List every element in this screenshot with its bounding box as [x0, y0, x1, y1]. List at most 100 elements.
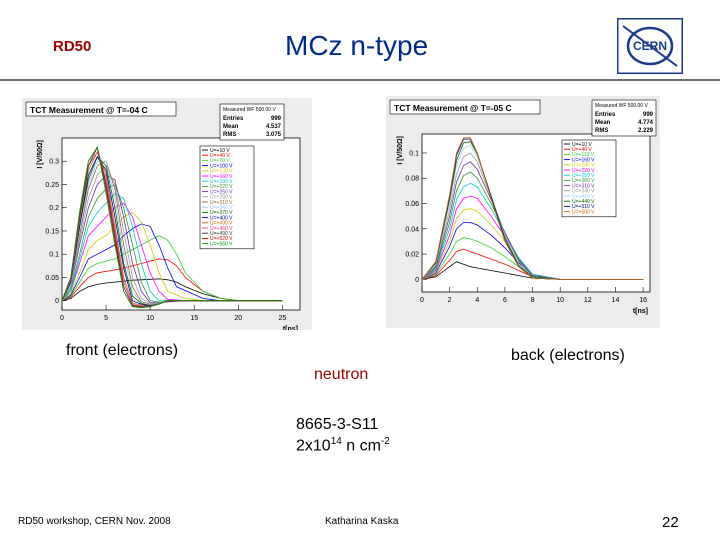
stats-label: Mean [595, 120, 611, 126]
y-tick-label: 0.25 [45, 182, 59, 189]
chart-title: TCT Measurement @ T=-04 C [30, 105, 148, 115]
legend-entry: U=+40 V [572, 147, 592, 153]
x-axis-label: t[ns] [283, 326, 298, 330]
chart-front-svg: TCT Measurement @ T=-04 C 0 5 10 15 20 25 0 0.05… [22, 98, 312, 333]
chart-back: TCT Measurement @ T=-05 C 0 2 4 6 8 10 12 14 16 0 0… [386, 96, 660, 328]
caption-back: back (electrons) [511, 347, 625, 364]
legend-entry: U=+550 V [210, 241, 233, 247]
legend-entry: U=+10 V [572, 142, 592, 148]
legend-entry: U=+220 V [210, 184, 233, 190]
legend-entry: U=+10 V [210, 148, 230, 154]
x-tick-label: 5 [104, 315, 108, 322]
stats-value: 4.537 [266, 124, 282, 130]
stats-box [591, 99, 657, 137]
footer-event: RD50 workshop, CERN Nov. 2008 [18, 516, 171, 527]
chart-title-box [25, 101, 177, 117]
stats-label: RMS [595, 128, 608, 134]
legend-entry: U=+410 V [572, 194, 595, 200]
legend-entry: U=+340 V [572, 189, 595, 195]
legend-entry: U=+310 V [572, 183, 595, 189]
y-axis-label: I [V/50Ω] [397, 136, 404, 165]
legend-entry: U=+520 V [210, 236, 233, 242]
sample-id: 8665-3-S11 [296, 416, 379, 433]
series-line [422, 137, 644, 280]
legend-box [561, 139, 617, 218]
series-line [422, 161, 644, 280]
stats-value: 999 [271, 116, 282, 122]
x-tick-label: 8 [531, 297, 535, 304]
legend-entry: U=+400 V [210, 215, 233, 221]
plot-area [61, 137, 301, 311]
stats-box [219, 103, 285, 141]
series-line [62, 202, 283, 302]
fluence-exponent: 14 [330, 436, 342, 447]
fluence: 2x1014 n cm-2 [296, 436, 390, 455]
series-line [62, 183, 283, 303]
legend-entry: U=+440 V [572, 199, 595, 205]
series-line [62, 278, 283, 302]
y-axis-label: I [V/50Ω] [37, 140, 44, 169]
legend-entry: U=+280 V [572, 178, 595, 184]
fluence-base: 2x10 [296, 437, 331, 455]
legend-box [199, 145, 255, 250]
y-tick-label: 0 [415, 277, 419, 284]
page-number: 22 [662, 514, 679, 531]
x-tick-label: 25 [278, 315, 286, 322]
chart-front: TCT Measurement @ T=-04 C 0 5 10 15 20 25 0 0.05… [22, 98, 312, 333]
cern-logo-beam [622, 25, 678, 67]
x-tick-label: 4 [475, 297, 479, 304]
cern-logo: CERN [615, 16, 685, 76]
x-tick-label: 15 [190, 315, 198, 322]
caption-front: front (electrons) [66, 342, 179, 359]
x-tick-label: 0 [420, 297, 424, 304]
stats-value: 4.774 [638, 120, 654, 126]
legend-entry: U=+160 V [210, 174, 233, 180]
legend-entry: U=+220 V [572, 168, 595, 174]
legend-entry: U=+500 V [572, 209, 595, 215]
page-title: MCz n-type [285, 30, 429, 61]
fluence-unit-exponent: -2 [380, 436, 390, 447]
y-tick-label: 0.05 [45, 275, 59, 282]
series-line [62, 146, 283, 309]
cern-logo-text: CERN [633, 39, 667, 53]
legend-entry: U=+110 V [572, 152, 595, 158]
stats-value: 2.229 [638, 128, 654, 134]
legend-entry: U=+190 V [572, 163, 595, 169]
legend-entry: U=+190 V [210, 179, 233, 185]
y-tick-label: 0.06 [405, 201, 419, 208]
legend-entry: U=+100 V [210, 163, 233, 169]
legend-entry: U=+40 V [210, 153, 230, 159]
series-group [422, 137, 644, 280]
stats-label: Entries [223, 116, 244, 122]
header-divider [0, 79, 720, 81]
series-line [422, 182, 644, 280]
y-tick-label: 0.08 [405, 176, 419, 183]
legend-entry: U=+460 V [210, 226, 233, 232]
stats-label: RMS [223, 132, 236, 138]
footer-author: Katharina Kaska [325, 516, 399, 527]
rd50-logo: RD50 [53, 38, 92, 55]
legend-entry: U=+130 V [210, 169, 233, 175]
chart-back-svg: TCT Measurement @ T=-05 C 0 2 4 6 8 10 12 14 16 0 0… [386, 96, 660, 328]
x-tick-label: 20 [234, 315, 242, 322]
legend-entry: U=+250 V [572, 173, 595, 179]
legend-entry: U=+340 V [210, 205, 233, 211]
stats-title: Measured WF 500.00 V [223, 107, 276, 113]
series-group [62, 146, 283, 309]
stats-label: Mean [223, 124, 239, 130]
series-line [62, 223, 283, 302]
stats-label: Entries [595, 112, 616, 118]
legend-entry: U=+70 V [210, 158, 230, 164]
chart-title-box [389, 99, 541, 115]
cern-logo-ring [626, 26, 674, 66]
y-tick-label: 0.3 [49, 159, 59, 166]
x-tick-label: 12 [584, 297, 592, 304]
y-tick-label: 0.04 [405, 226, 419, 233]
x-tick-label: 16 [639, 297, 647, 304]
y-tick-label: 0.1 [49, 252, 59, 259]
x-tick-label: 10 [146, 315, 154, 322]
y-tick-label: 0.1 [409, 150, 419, 157]
y-tick-label: 0.15 [45, 228, 59, 235]
legend-entry: U=+430 V [210, 221, 233, 227]
x-axis-label: t[ns] [633, 308, 648, 315]
